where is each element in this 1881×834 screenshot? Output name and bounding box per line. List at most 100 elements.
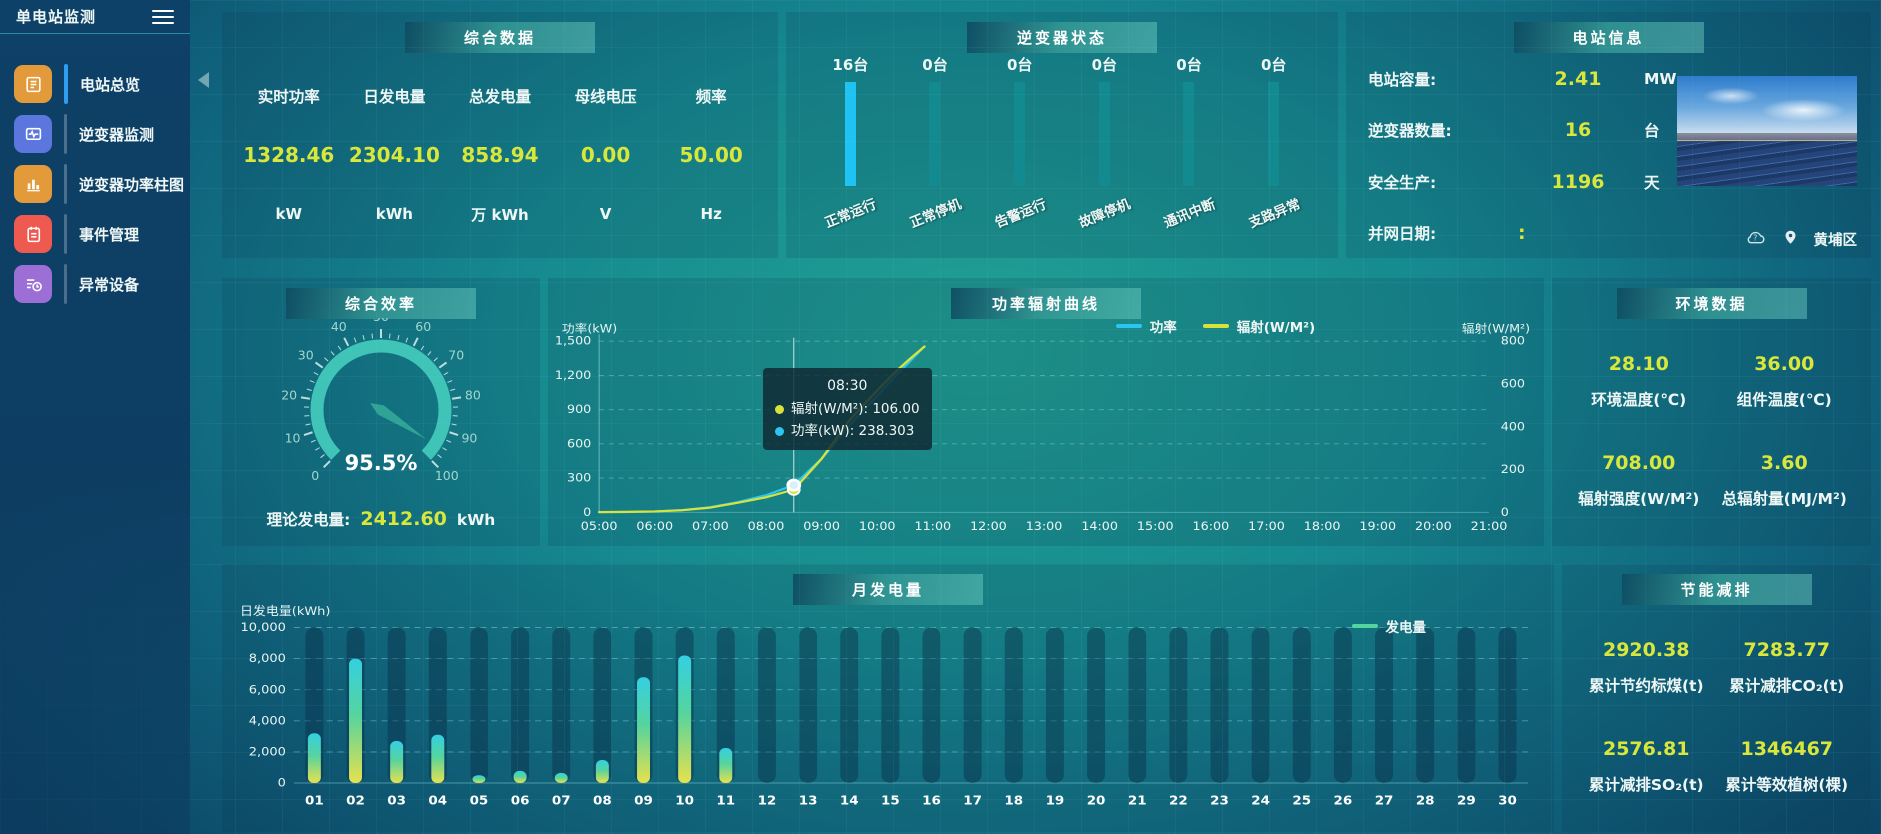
bar — [719, 748, 733, 783]
sidebar-item-label: 电站总览 — [80, 75, 141, 94]
svg-text:100: 100 — [435, 468, 459, 483]
panel-environment: 环境数据 28.10 环境温度(℃) 36.00 组件温度(℃) 708.00 … — [1552, 278, 1871, 546]
stat-unit: Hz — [700, 205, 722, 224]
info-value: 2.41 — [1554, 68, 1602, 90]
bar-shadow — [1087, 627, 1106, 783]
svg-text:02: 02 — [346, 794, 365, 808]
info-label: 安全生产: — [1368, 173, 1437, 192]
saving-co2: 7283.77 累计减排CO₂(t) — [1717, 618, 1858, 717]
stat-label: 频率 — [695, 87, 727, 106]
divider — [64, 214, 67, 254]
svg-text:600: 600 — [1501, 377, 1525, 390]
svg-text:30: 30 — [1498, 794, 1517, 808]
inverter-count: 0台 — [1176, 56, 1202, 74]
legend-power[interactable]: 功率 — [1115, 316, 1177, 336]
bar-shadow — [593, 627, 612, 783]
svg-text:90: 90 — [461, 431, 477, 446]
sidebar: 单电站监测 电站总览 逆变器监测 逆变器功率柱图 — [0, 0, 190, 834]
saving-value: 1346467 — [1740, 738, 1834, 760]
inverter-state-label: 故障停机 — [1077, 196, 1134, 232]
divider — [64, 114, 67, 154]
hover-point-power — [786, 478, 802, 492]
svg-text:06:00: 06:00 — [636, 519, 673, 532]
sidebar-item-event-management[interactable]: 事件管理 — [14, 214, 190, 254]
report-icon — [14, 65, 52, 103]
svg-text:16:00: 16:00 — [1193, 519, 1230, 532]
sidebar-item-station-overview[interactable]: 电站总览 — [14, 64, 190, 104]
sidebar-item-label: 事件管理 — [79, 225, 140, 244]
env-total-radiation: 3.60 总辐射量(MJ/M²) — [1712, 431, 1858, 530]
env-label: 环境温度(℃) — [1591, 391, 1687, 409]
tooltip-text: 辐射(W/M²): 106.00 — [791, 401, 920, 418]
svg-text:10,000: 10,000 — [241, 621, 286, 634]
station-info-rows: 电站容量: 2.41 MW 逆变器数量: 16 台 安全生产: 1196 天 并… — [1368, 62, 1698, 250]
bar — [554, 772, 568, 783]
bar-shadow — [511, 627, 530, 783]
svg-text:23: 23 — [1210, 794, 1229, 808]
bar — [595, 759, 609, 783]
bar-shadow — [881, 627, 900, 783]
panel-title: 综合数据 — [405, 22, 595, 53]
sidebar-item-inverter-power-bars[interactable]: 逆变器功率柱图 — [14, 164, 190, 204]
stat-bus-voltage: 母线电压 0.00 V — [553, 66, 659, 244]
svg-text:功率(kW): 功率(kW) — [562, 322, 617, 335]
status-bar — [844, 82, 856, 186]
bar-chart-legend[interactable]: 发电量 — [1351, 616, 1426, 636]
svg-text:03: 03 — [387, 794, 406, 808]
env-module-temp: 36.00 组件温度(℃) — [1712, 332, 1858, 431]
status-bar — [1183, 82, 1195, 186]
hamburger-menu-icon[interactable] — [152, 9, 174, 24]
svg-text:09:00: 09:00 — [803, 519, 840, 532]
inverter-state-alarm: 0台 告警运行 — [977, 54, 1062, 258]
footer-value: 2412.60 — [360, 508, 447, 530]
bar — [472, 775, 486, 783]
svg-text:08:00: 08:00 — [748, 519, 785, 532]
list-clock-icon — [14, 265, 52, 303]
stat-total-energy: 总发电量 858.94 万 kWh — [447, 66, 553, 244]
environment-stats: 28.10 环境温度(℃) 36.00 组件温度(℃) 708.00 辐射强度(… — [1566, 332, 1857, 530]
panel-monthly-generation: 月发电量 发电量 0 2,000 4,000 6,000 8,000 10,000 日发电量… — [222, 564, 1554, 832]
svg-text:60: 60 — [415, 319, 431, 334]
panel-energy-saving: 节能减排 2920.38 累计节约标煤(t) 7283.77 累计减排CO₂(t… — [1562, 564, 1871, 832]
bar-shadow — [799, 627, 818, 783]
tooltip-radiation: 辐射(W/M²): 106.00 — [775, 398, 920, 420]
panel-title: 综合效率 — [286, 288, 476, 319]
saving-label: 累计减排CO₂(t) — [1729, 677, 1845, 695]
location-pin-icon — [1783, 228, 1798, 250]
inverter-state-label: 支路异常 — [1246, 196, 1303, 232]
panel-station-info: 电站信息 电站容量: 2.41 MW 逆变器数量: 16 台 安全生产: 119… — [1346, 12, 1871, 258]
svg-text:17: 17 — [963, 794, 982, 808]
panel-title: 节能减排 — [1621, 574, 1812, 605]
svg-text:2,000: 2,000 — [249, 745, 286, 758]
inverter-state-running: 16台 正常运行 — [808, 54, 893, 258]
bar-shadow — [1375, 627, 1394, 783]
inverter-count: 0台 — [1260, 56, 1287, 74]
bar — [349, 658, 362, 783]
bar-shadow — [716, 627, 735, 783]
svg-text:13:00: 13:00 — [1026, 519, 1063, 532]
line-svg[interactable]: 0 300 600 900 1,200 1,500 0 200 400 600 800 05:00 06… — [556, 322, 1536, 542]
sidebar-item-abnormal-devices[interactable]: 异常设备 — [14, 264, 190, 304]
svg-text:07: 07 — [552, 794, 571, 808]
inverter-status-bars: 16台 正常运行 0台 正常停机 0台 告警运行 0台 故障停机 — [808, 54, 1316, 258]
svg-text:11:00: 11:00 — [914, 519, 951, 532]
svg-text:40: 40 — [331, 319, 347, 334]
sidebar-collapse-arrow-icon[interactable] — [198, 72, 209, 88]
status-bar — [929, 82, 941, 186]
svg-text:18: 18 — [1004, 794, 1023, 808]
bar-svg[interactable]: 0 2,000 4,000 6,000 8,000 10,000 日发电量(kWh) 01 02… — [230, 604, 1546, 830]
panel-title: 月发电量 — [793, 574, 983, 605]
sidebar-item-inverter-monitor[interactable]: 逆变器监测 — [14, 114, 190, 154]
legend-radiation[interactable]: 辐射(W/M²) — [1202, 316, 1315, 336]
bar-shadow — [922, 627, 941, 783]
svg-text:10: 10 — [675, 794, 694, 808]
svg-text:800: 800 — [1501, 334, 1525, 347]
bar-shadow — [1169, 627, 1188, 783]
bar — [678, 655, 692, 783]
svg-text:05:00: 05:00 — [581, 519, 618, 532]
tooltip-power: 功率(kW): 238.303 — [775, 420, 920, 442]
stat-label: 日发电量 — [363, 87, 426, 106]
gauge-value: 95.5% — [345, 451, 418, 475]
svg-text:05: 05 — [470, 794, 489, 808]
svg-text:17:00: 17:00 — [1248, 519, 1285, 532]
